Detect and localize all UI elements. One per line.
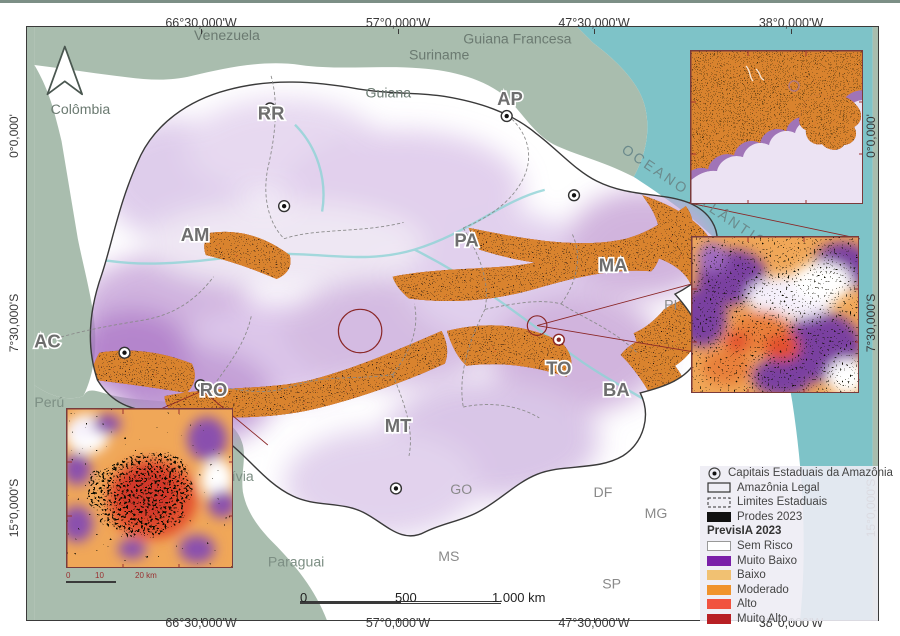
svg-text:Paraguai: Paraguai: [267, 554, 323, 570]
svg-text:BA: BA: [603, 379, 630, 400]
svg-text:AP: AP: [497, 88, 523, 109]
svg-text:MS: MS: [438, 548, 459, 564]
svg-text:Perú: Perú: [34, 394, 64, 410]
svg-text:TO: TO: [546, 357, 571, 378]
svg-text:RO: RO: [199, 379, 227, 400]
svg-text:MT: MT: [384, 415, 411, 436]
svg-text:RR: RR: [257, 102, 284, 123]
svg-text:Suriname: Suriname: [408, 47, 469, 63]
svg-text:MA: MA: [598, 254, 627, 275]
svg-text:AM: AM: [180, 224, 209, 245]
svg-text:MG: MG: [644, 505, 667, 521]
svg-text:AC: AC: [34, 330, 61, 351]
svg-text:Guiana: Guiana: [365, 85, 411, 101]
svg-text:Colômbia: Colômbia: [50, 101, 110, 117]
svg-text:DF: DF: [593, 484, 612, 500]
svg-text:PI: PI: [664, 296, 677, 312]
svg-text:GO: GO: [450, 481, 472, 497]
svg-text:PA: PA: [454, 229, 478, 250]
svg-text:Guiana Francesa: Guiana Francesa: [463, 30, 571, 46]
svg-text:SP: SP: [602, 575, 621, 591]
